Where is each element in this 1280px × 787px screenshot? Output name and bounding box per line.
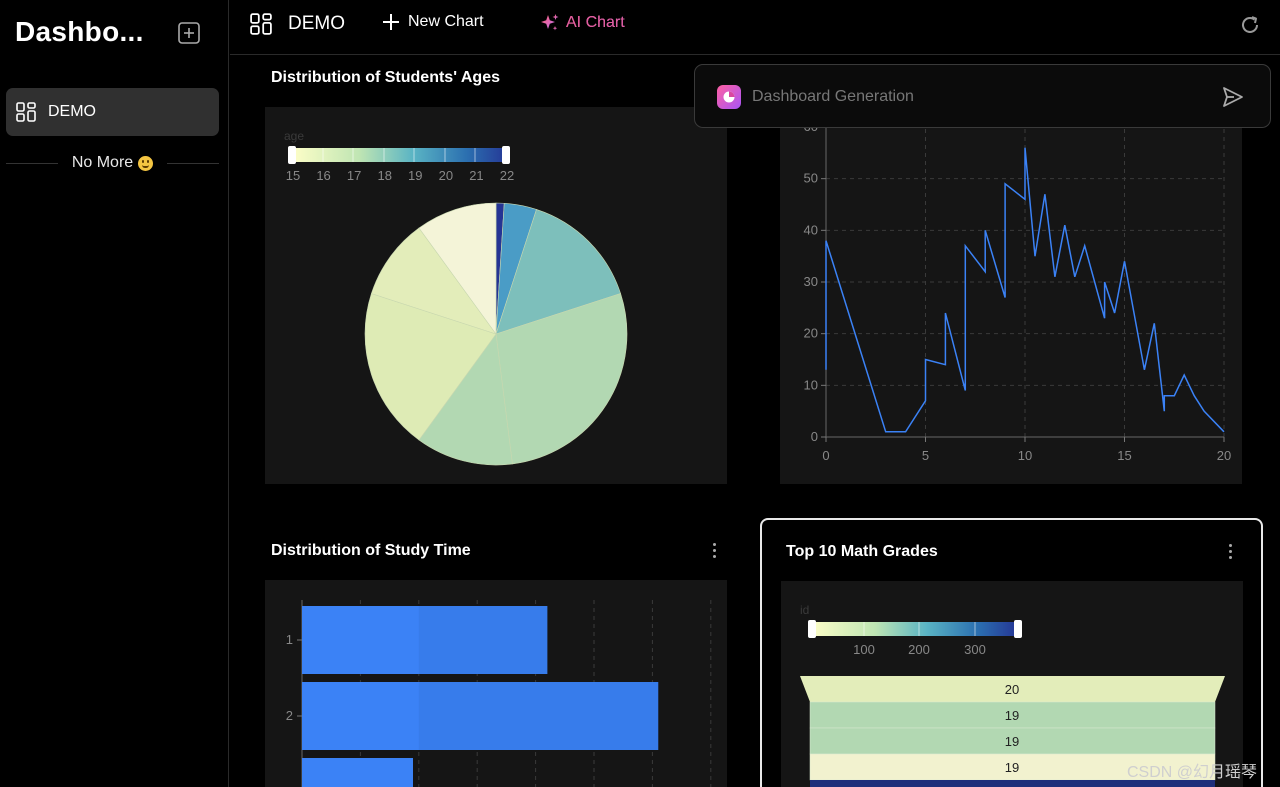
y-tick-label: 50 (804, 171, 818, 186)
bar[interactable] (302, 758, 413, 787)
pie-chart: age 15 16 17 18 19 20 21 22 (284, 129, 628, 466)
funnel-row (809, 727, 1216, 755)
chart-card-line[interactable]: 010203040506005101520 (773, 56, 1253, 496)
funnel-row (810, 780, 1215, 787)
x-tick-label: 20 (1217, 448, 1231, 463)
color-legend-bar (813, 622, 1019, 636)
legend-tick: 22 (500, 168, 514, 183)
refresh-icon[interactable] (1238, 13, 1262, 37)
y-tick-label: 40 (804, 222, 818, 237)
pie-slice[interactable] (364, 293, 497, 441)
card-menu-icon[interactable] (1224, 544, 1236, 560)
funnel-chart: id 100 200 300 20 19 19 19 (800, 603, 1225, 787)
app-title: Dashbo... (15, 16, 144, 47)
smile-emoji-icon (138, 155, 154, 171)
chart-title: Distribution of Students' Ages (271, 69, 500, 86)
divider-line (6, 162, 58, 164)
funnel-row-label: 20 (1005, 682, 1019, 697)
legend-field-label: age (284, 129, 304, 143)
funnel-row-label: 19 (1005, 708, 1019, 723)
legend-tick: 100 (853, 642, 875, 657)
pie-slice[interactable] (418, 333, 513, 466)
legend-handle-right[interactable] (502, 146, 510, 164)
chart-title: Top 10 Math Grades (786, 543, 938, 560)
y-tick-label: 2 (286, 708, 293, 723)
legend-tick: 17 (347, 168, 361, 183)
card-menu-icon[interactable] (708, 543, 720, 559)
watermark: CSDN @幻月瑶琴 (1127, 764, 1258, 781)
legend-field-label: id (800, 603, 809, 617)
add-dashboard-icon[interactable] (178, 22, 200, 44)
ai-prompt-box (694, 64, 1271, 128)
new-chart-button[interactable]: New Chart (382, 13, 484, 31)
sparkle-icon (541, 14, 559, 31)
ai-prompt-input[interactable] (752, 84, 1192, 110)
pie-slice[interactable] (418, 202, 497, 335)
y-tick-label: 10 (804, 377, 818, 392)
chart-panel: id 100 200 300 20 19 19 19 (781, 581, 1243, 787)
dashboard-icon (250, 13, 272, 35)
chart-title: Distribution of Study Time (271, 542, 471, 559)
legend-tick: 20 (439, 168, 453, 183)
legend-handle-left[interactable] (808, 620, 816, 638)
funnel-row (809, 701, 1216, 729)
legend-tick: 15 (286, 168, 300, 183)
y-tick-label: 0 (811, 429, 818, 444)
no-more-label: No More (71, 154, 134, 171)
new-chart-label: New Chart (408, 13, 484, 30)
x-tick-label: 5 (922, 448, 929, 463)
x-tick-label: 0 (822, 448, 829, 463)
pie-slice[interactable] (495, 293, 628, 465)
bar-segment (418, 606, 548, 674)
legend-tick: 21 (469, 168, 483, 183)
ai-chart-button[interactable]: AI Chart (540, 13, 625, 33)
sidebar-item-label: DEMO (48, 103, 96, 120)
y-tick-label: 30 (804, 274, 818, 289)
app-logo-icon (717, 85, 741, 109)
chart-card-ages[interactable]: Distribution of Students' Ages age (258, 56, 738, 496)
funnel-row (800, 676, 1225, 702)
chart-panel: age 15 16 17 18 19 20 21 22 (265, 107, 727, 484)
bar-segment (418, 682, 659, 750)
bar-chart: 12 (286, 600, 712, 787)
divider-line (167, 162, 220, 164)
legend-tick: 19 (408, 168, 422, 183)
chart-card-math[interactable]: Top 10 Math Grades id 100 200 300 20 19 … (760, 518, 1263, 787)
y-tick-label: 20 (804, 326, 818, 341)
line-series (825, 147, 1225, 433)
y-tick-label: 1 (286, 632, 293, 647)
pie-slice[interactable] (371, 227, 497, 335)
no-more-divider: No More (6, 150, 220, 176)
chart-panel: 010203040506005101520 (780, 107, 1242, 484)
color-legend-bar (295, 148, 510, 162)
topbar: DEMO New Chart AI Chart (230, 0, 1280, 55)
dashboard-name-label: DEMO (288, 13, 345, 34)
dashboard-name: DEMO (250, 13, 345, 35)
x-tick-label: 15 (1117, 448, 1131, 463)
legend-tick: 18 (377, 168, 391, 183)
legend-tick: 200 (908, 642, 930, 657)
sidebar-item-demo[interactable]: DEMO (6, 88, 219, 136)
x-tick-label: 10 (1018, 448, 1032, 463)
funnel-row (809, 753, 1216, 781)
dashboard-icon (16, 102, 36, 122)
send-icon[interactable] (1221, 85, 1245, 109)
funnel-row-label: 19 (1005, 734, 1019, 749)
legend-tick: 16 (316, 168, 330, 183)
plus-icon (383, 14, 399, 30)
funnel-row-label: 19 (1005, 760, 1019, 775)
line-chart: 010203040506005101520 (804, 119, 1232, 463)
legend-tick: 300 (964, 642, 986, 657)
legend-handle-right[interactable] (1014, 620, 1022, 638)
ai-chart-label: AI Chart (566, 14, 625, 31)
sidebar: Dashbo... DEMO No More (0, 0, 229, 787)
pie-slice[interactable] (495, 209, 621, 335)
legend-handle-left[interactable] (288, 146, 296, 164)
